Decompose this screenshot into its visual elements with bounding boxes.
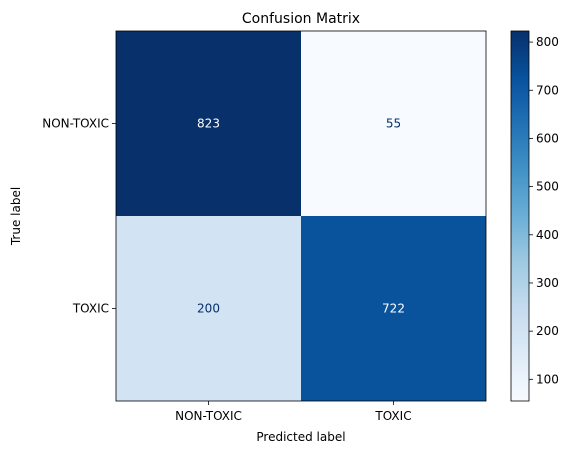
colorbar-tick-label: 400 (536, 228, 559, 242)
colorbar (510, 30, 530, 402)
x-tick-label: NON-TOXIC (175, 409, 242, 423)
heatmap-cell (116, 31, 301, 216)
heatmap-cells (116, 31, 486, 401)
y-axis-ticks: NON-TOXIC TOXIC (42, 117, 116, 316)
colorbar-tick-label: 600 (536, 131, 559, 145)
colorbar-tick-label: 200 (536, 324, 559, 338)
cell-value-label: 722 (382, 302, 405, 316)
colorbar-tick-label: 100 (536, 372, 559, 386)
cell-value-label: 823 (197, 117, 220, 131)
cell-value-label: 55 (386, 117, 401, 131)
colorbar-tick-label: 500 (536, 180, 559, 194)
y-tick-label: TOXIC (72, 302, 109, 316)
cell-value-labels: 823 55 200 722 (197, 117, 405, 316)
colorbar-tick-label: 700 (536, 83, 559, 97)
plot-frame (115, 30, 487, 402)
colorbar-ticks: 100 200 300 400 500 600 700 800 (529, 35, 559, 386)
cell-value-label: 200 (197, 302, 220, 316)
x-axis-ticks: NON-TOXIC TOXIC (175, 401, 412, 423)
heatmap-cell (116, 216, 301, 401)
x-tick-label: TOXIC (374, 409, 411, 423)
y-axis-label: True label (9, 187, 23, 246)
colorbar-tick-label: 300 (536, 276, 559, 290)
colorbar-tick-label: 800 (536, 35, 559, 49)
heatmap-cell (301, 31, 486, 216)
chart-title: Confusion Matrix (242, 11, 360, 27)
y-tick-label: NON-TOXIC (42, 117, 109, 131)
heatmap-cell (301, 216, 486, 401)
x-axis-label: Predicted label (256, 430, 345, 444)
